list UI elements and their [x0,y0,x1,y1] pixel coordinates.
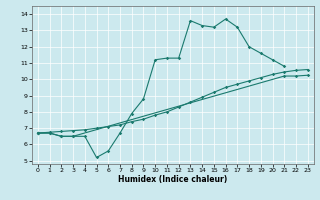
X-axis label: Humidex (Indice chaleur): Humidex (Indice chaleur) [118,175,228,184]
